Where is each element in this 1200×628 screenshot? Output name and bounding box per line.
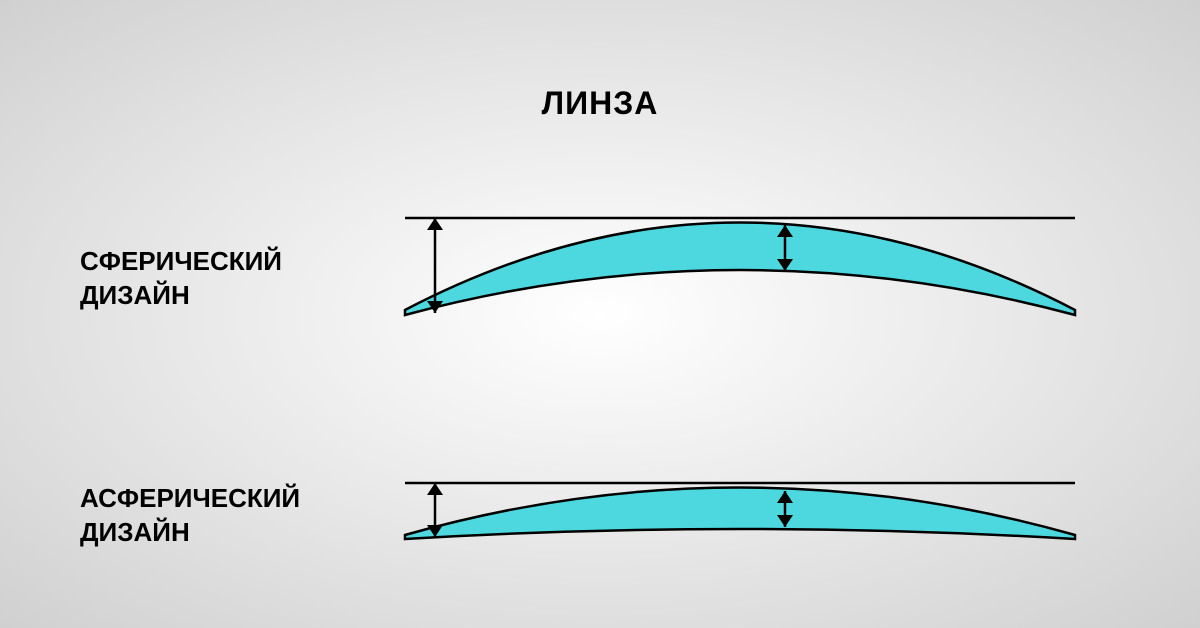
spherical-label: СФЕРИЧЕСКИЙ ДИЗАЙН <box>80 245 282 313</box>
aspherical-lens-diagram <box>380 455 1100 555</box>
aspherical-label-line2: ДИЗАЙН <box>80 517 190 547</box>
spherical-label-line1: СФЕРИЧЕСКИЙ <box>80 246 282 276</box>
lens-shape <box>405 223 1075 316</box>
lens-shape <box>405 488 1075 540</box>
diagram-title: ЛИНЗА <box>542 85 659 122</box>
aspherical-label: АСФЕРИЧЕСКИЙ ДИЗАЙН <box>80 482 300 550</box>
aspherical-label-line1: АСФЕРИЧЕСКИЙ <box>80 483 300 513</box>
spherical-label-line2: ДИЗАЙН <box>80 280 190 310</box>
spherical-lens-diagram <box>380 195 1100 345</box>
